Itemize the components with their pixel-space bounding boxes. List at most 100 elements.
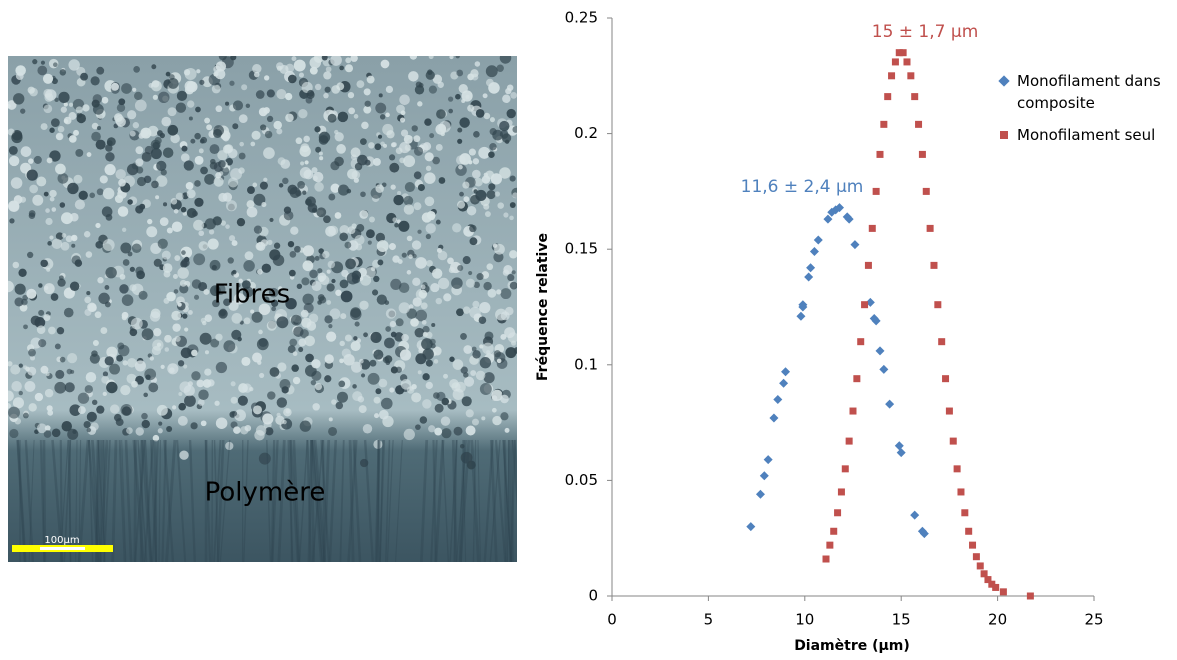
fiber	[51, 428, 61, 438]
polymer-streak	[311, 439, 325, 562]
fiber	[507, 274, 515, 282]
fiber	[153, 327, 162, 337]
fiber	[372, 158, 381, 166]
fiber	[448, 108, 454, 114]
fiber	[59, 69, 67, 76]
fiber	[199, 79, 205, 85]
fiber	[310, 379, 317, 386]
fiber	[158, 421, 163, 426]
fiber	[425, 233, 431, 240]
fiber	[210, 158, 216, 165]
point	[864, 261, 872, 269]
fiber	[354, 321, 360, 327]
point	[907, 72, 915, 80]
fiber	[106, 381, 118, 394]
fiber	[324, 315, 333, 324]
fiber	[497, 202, 504, 209]
fiber	[134, 91, 143, 101]
point	[871, 316, 881, 326]
fiber	[330, 183, 340, 193]
fiber	[509, 175, 516, 182]
annotation: 11,6 ± 2,4 µm	[741, 177, 864, 197]
fiber	[40, 123, 48, 131]
fiber	[430, 282, 440, 293]
polymer-streak	[477, 439, 481, 562]
fiber	[312, 403, 320, 411]
polymer-streak	[489, 439, 498, 562]
fiber	[38, 339, 47, 348]
fiber	[476, 273, 484, 281]
fiber	[11, 381, 22, 392]
fiber	[106, 137, 116, 147]
fiber	[509, 215, 514, 221]
fiber	[455, 56, 460, 59]
fiber	[474, 61, 481, 67]
fiber	[422, 373, 430, 381]
fiber	[275, 415, 285, 425]
fiber	[266, 115, 274, 123]
fiber	[169, 74, 175, 80]
fiber	[461, 90, 473, 102]
fiber	[429, 133, 435, 139]
fiber	[101, 375, 110, 384]
fiber	[164, 347, 170, 352]
polymer-streak	[51, 439, 64, 562]
fiber	[231, 410, 238, 417]
fiber	[266, 320, 277, 331]
fiber	[422, 399, 432, 409]
fiber	[367, 240, 372, 245]
fiber	[132, 87, 137, 92]
polymer-streak	[432, 439, 437, 562]
fiber	[311, 207, 318, 213]
fiber	[187, 100, 195, 108]
fiber	[92, 103, 104, 115]
legend-item: Monofilament seul	[1000, 124, 1170, 146]
fiber	[28, 158, 34, 164]
fiber	[336, 144, 346, 154]
fiber	[441, 428, 452, 439]
fiber	[177, 360, 185, 367]
fiber	[319, 156, 324, 161]
fiber	[469, 306, 481, 319]
fiber	[252, 352, 263, 363]
x-axis-title: Diamètre (µm)	[794, 638, 910, 654]
fiber	[32, 194, 44, 206]
polymer-streak	[459, 439, 471, 562]
polymer-streak	[150, 439, 157, 562]
fiber	[231, 313, 243, 324]
fiber	[385, 308, 397, 319]
fiber	[139, 203, 146, 210]
fiber	[232, 123, 239, 130]
fiber	[471, 169, 481, 179]
polymer-streak	[98, 439, 104, 562]
fiber	[339, 279, 349, 289]
fiber	[422, 142, 432, 151]
fiber	[204, 314, 213, 322]
fiber	[496, 358, 502, 364]
polymer-streak	[140, 439, 153, 562]
fiber	[129, 284, 137, 292]
fiber	[118, 344, 130, 357]
fiber	[116, 354, 124, 362]
fiber	[492, 129, 503, 141]
fiber	[183, 69, 191, 76]
fiber	[363, 332, 368, 338]
fiber	[241, 280, 251, 289]
fiber	[151, 64, 157, 70]
fiber	[63, 116, 72, 125]
fiber	[230, 168, 242, 181]
fiber	[36, 423, 47, 434]
fiber	[232, 100, 244, 111]
polymer-streak	[458, 439, 466, 562]
fiber	[266, 89, 275, 98]
polymer-streak	[163, 439, 175, 562]
fiber	[385, 85, 394, 94]
fiber	[509, 250, 517, 259]
fiber	[184, 395, 196, 407]
fiber	[424, 118, 432, 126]
fiber	[183, 364, 188, 369]
point	[823, 214, 833, 224]
fiber	[215, 105, 223, 113]
fiber	[244, 251, 254, 261]
fiber	[29, 184, 39, 194]
